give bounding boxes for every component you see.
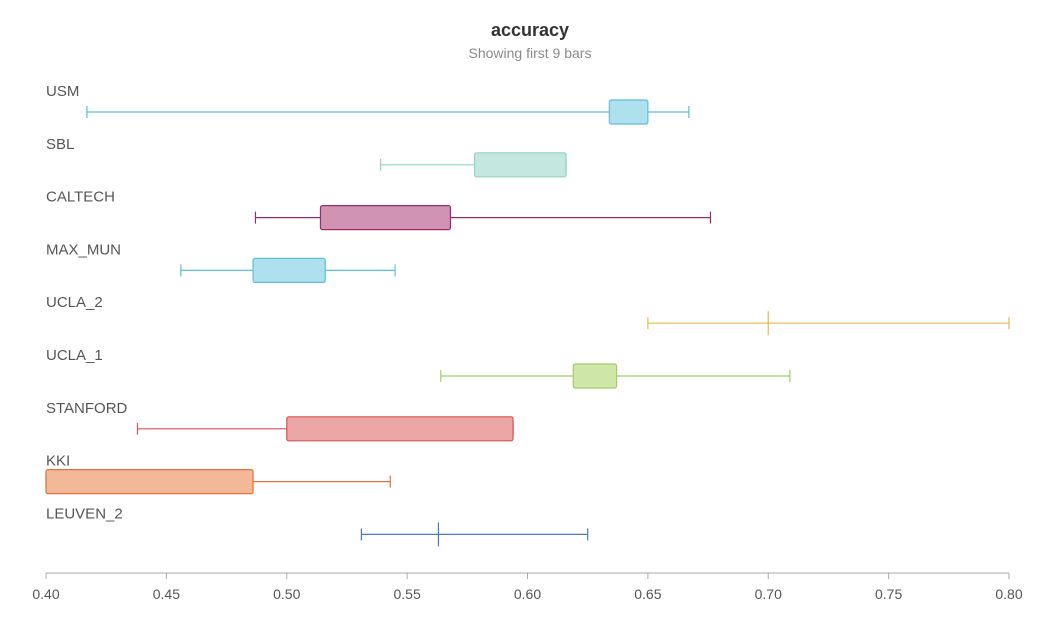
category-label: UCLA_1	[46, 347, 103, 364]
x-tick-label: 0.45	[153, 586, 180, 602]
category-label: SBL	[46, 136, 74, 153]
box	[473, 152, 567, 178]
box	[319, 205, 452, 231]
box	[252, 257, 326, 283]
x-tick-label: 0.75	[875, 586, 902, 602]
category-label: CALTECH	[46, 189, 115, 206]
x-tick-label: 0.70	[755, 586, 782, 602]
box	[286, 416, 514, 442]
x-tick-label: 0.50	[273, 586, 300, 602]
box	[572, 363, 618, 389]
chart-title: accuracy	[490, 20, 570, 40]
x-tick-label: 0.80	[995, 586, 1022, 602]
category-label: USM	[46, 83, 79, 100]
chart-subtitle: Showing first 9 bars	[468, 45, 592, 61]
box	[45, 469, 254, 495]
x-tick-label: 0.40	[32, 586, 59, 602]
category-label: MAX_MUN	[46, 241, 121, 258]
category-label: KKI	[46, 453, 70, 470]
category-label: LEUVEN_2	[46, 505, 123, 522]
category-label: UCLA_2	[46, 294, 103, 311]
x-tick-label: 0.55	[394, 586, 421, 602]
x-tick-label: 0.60	[514, 586, 541, 602]
box	[608, 99, 649, 125]
x-tick-label: 0.65	[634, 586, 661, 602]
category-label: STANFORD	[46, 400, 128, 417]
